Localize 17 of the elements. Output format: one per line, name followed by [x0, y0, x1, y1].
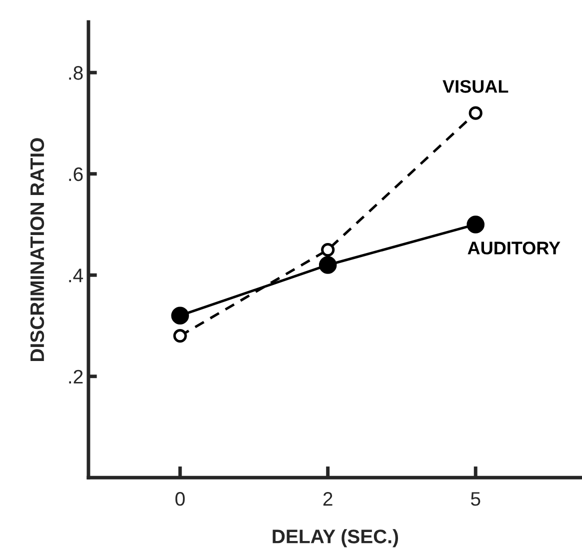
- series-label: VISUAL: [442, 80, 508, 93]
- y-tick-label: .6: [69, 167, 83, 182]
- point: [466, 216, 484, 234]
- series-label: AUDITORY: [468, 242, 560, 254]
- x-tick-label: 0: [175, 492, 185, 506]
- point: [173, 329, 187, 343]
- point: [321, 242, 335, 257]
- x-tick-label: 5: [470, 492, 480, 506]
- y-tick-label: .2: [69, 370, 83, 384]
- point: [468, 106, 482, 120]
- y-tick-label: .8: [69, 66, 83, 80]
- x-tick-label: 2: [323, 492, 332, 506]
- y-tick-label: .4: [69, 268, 84, 282]
- point: [171, 306, 189, 325]
- point: [318, 256, 337, 274]
- x-axis-title: DELAY (SEC.): [272, 529, 398, 548]
- y-axis-title: DISCRIMINATION RATIO: [30, 138, 44, 362]
